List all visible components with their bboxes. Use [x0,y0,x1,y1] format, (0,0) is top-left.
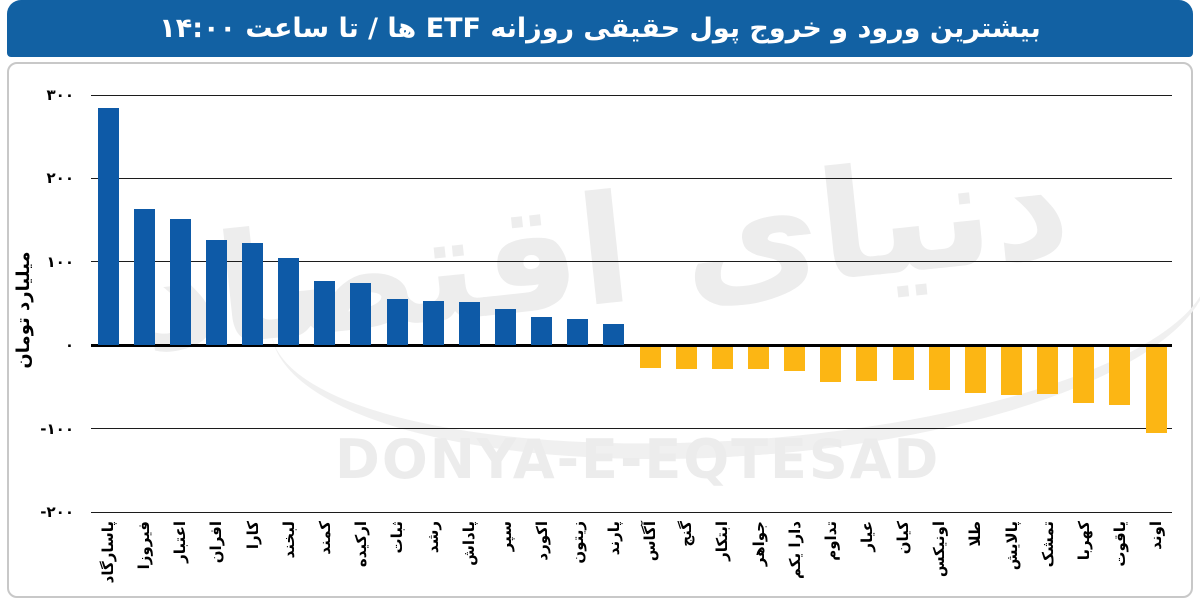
x-axis-label: جواهر [749,521,768,567]
x-axis-label: پاداش [460,521,479,566]
y-tick-label: ۰ [64,336,74,355]
y-tick-label: -۱۰۰ [40,419,74,438]
x-axis-label: تمشک [1038,521,1057,568]
bar [386,299,408,346]
y-tick-label: ۱۰۰ [46,252,74,271]
bar [495,308,517,346]
x-axis-label: ارکیده [351,521,370,568]
x-axis-label: آگاس [641,521,660,562]
x-axis-label: سپر [496,521,515,552]
zero-axis-line [91,343,1172,347]
bar [242,242,264,346]
gridline [91,177,1172,179]
bar [964,346,986,393]
bar [531,316,553,346]
bar [675,346,697,370]
bar [567,319,589,346]
x-axis-label: اونیکس [930,521,949,578]
x-axis-label: تداوم [821,521,840,561]
x-axis-label: عیار [857,521,876,552]
x-axis-label: کارا [243,521,262,550]
bar [350,282,372,346]
plot-area [91,94,1172,513]
chart-title: بیشترین ورود و خروج پول حقیقی روزانه ETF… [159,13,1041,44]
x-axis-label: رشد [424,521,443,554]
x-axis-label: اکورد [532,521,551,561]
bar [133,209,155,346]
bar [205,240,227,346]
x-axis-label: دارا یکم [785,521,804,579]
x-axis-label: پارند [604,521,623,556]
x-axis-label: پالایش [1002,521,1021,571]
gridline [91,511,1172,513]
bar [458,301,480,346]
y-tick-label: -۲۰۰ [40,503,74,521]
x-axis-label: گنج [677,521,696,547]
x-axis-label: طلا [966,521,985,547]
bar [856,346,878,381]
x-axis-label: ثبات [388,521,407,554]
bar [169,219,191,346]
x-axis-label: ابتکار [713,521,732,561]
gridline [91,261,1172,263]
bar [748,346,770,370]
bar [820,346,842,382]
bar [97,108,119,346]
bar [892,346,914,381]
x-axis-label: کیان [894,521,913,555]
x-axis-label: لبخند [279,521,298,559]
bar [603,323,625,346]
gridline [91,94,1172,96]
x-axis-label: اوند [1147,521,1166,550]
bar [1037,346,1059,395]
x-axis-label: کمند [315,521,334,555]
chart-title-bar: بیشترین ورود و خروج پول حقیقی روزانه ETF… [7,0,1193,57]
bar [1109,346,1131,406]
x-axis-label: فیروزا [135,521,154,570]
watermark-latin: DONYA-E-EQTESAD [335,428,941,491]
bar [1073,346,1095,403]
x-axis-label: اعتبار [171,521,190,563]
x-axis-label: کهربا [1074,521,1093,561]
x-axis-label: زیتون [568,521,587,564]
bar [928,346,950,391]
bar [1001,346,1022,396]
x-axis-label: افران [207,521,226,564]
y-tick-label: ۲۰۰ [46,169,74,188]
chart-panel [7,62,1193,598]
x-axis-label: یاقوت [1110,521,1129,567]
bar [784,346,806,371]
bar [278,257,300,346]
bar [711,346,733,370]
y-tick-label: ۳۰۰ [46,86,74,104]
bar [1145,346,1167,434]
bar [422,300,444,346]
gridline [91,428,1172,430]
bar [639,346,661,369]
x-axis-label: پاسارگاد [99,521,117,584]
bar [314,280,336,346]
